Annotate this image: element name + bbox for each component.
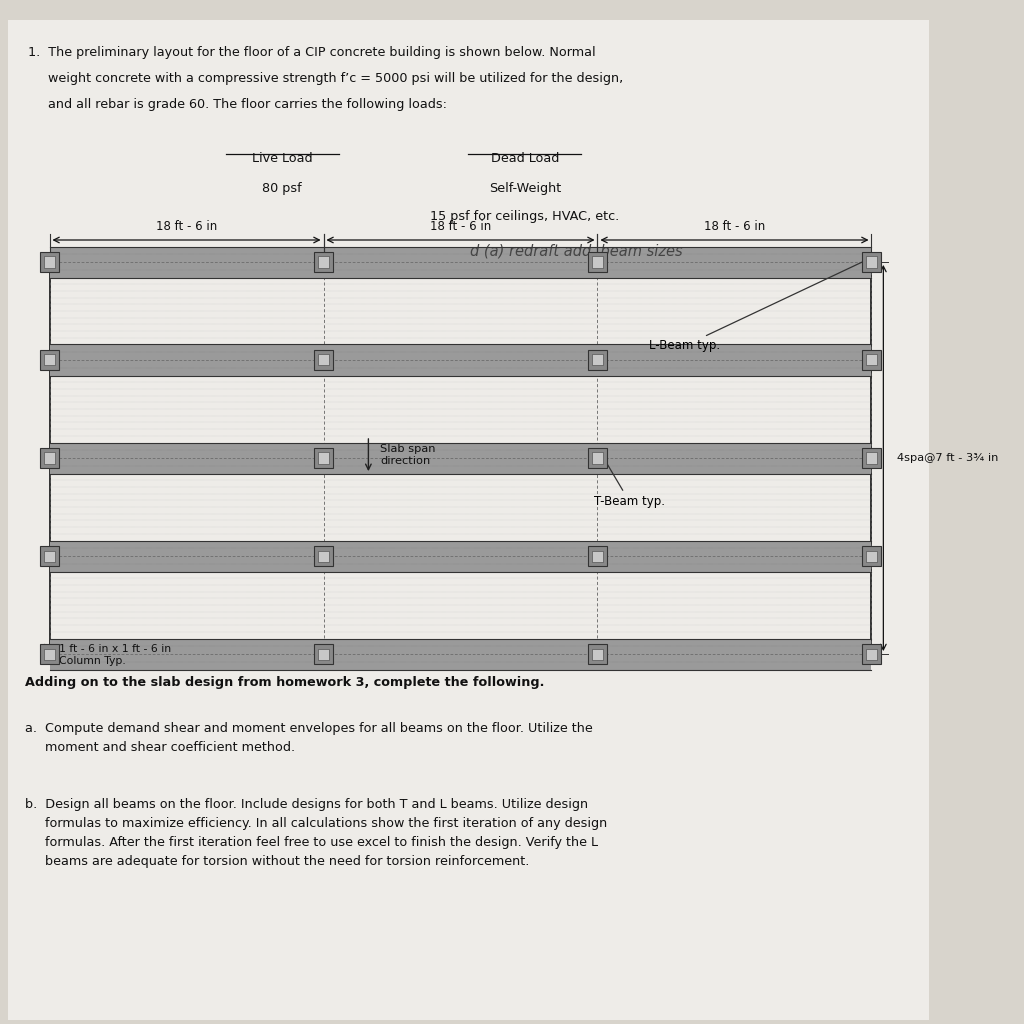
- Bar: [588, 350, 607, 370]
- Bar: [861, 644, 882, 664]
- Bar: [44, 551, 55, 561]
- Text: Self-Weight: Self-Weight: [488, 182, 561, 195]
- Bar: [588, 252, 607, 272]
- Text: b.  Design all beams on the floor. Include designs for both T and L beams. Utili: b. Design all beams on the floor. Includ…: [25, 798, 607, 868]
- Text: 1 ft - 6 in x 1 ft - 6 in
Column Typ.: 1 ft - 6 in x 1 ft - 6 in Column Typ.: [44, 644, 172, 666]
- Bar: [592, 354, 603, 366]
- Bar: [592, 256, 603, 267]
- Text: Adding on to the slab design from homework 3, complete the following.: Adding on to the slab design from homewo…: [25, 676, 544, 689]
- Bar: [44, 354, 55, 366]
- Bar: [49, 247, 871, 278]
- Text: 1.  The preliminary layout for the floor of a CIP concrete building is shown bel: 1. The preliminary layout for the floor …: [28, 46, 595, 59]
- Bar: [44, 648, 55, 659]
- Bar: [866, 256, 877, 267]
- Text: weight concrete with a compressive strength f’c = 5000 psi will be utilized for : weight concrete with a compressive stren…: [28, 72, 623, 85]
- Bar: [313, 644, 334, 664]
- Bar: [49, 541, 871, 571]
- Text: and all rebar is grade 60. The floor carries the following loads:: and all rebar is grade 60. The floor car…: [28, 98, 446, 111]
- Bar: [40, 252, 59, 272]
- Bar: [40, 350, 59, 370]
- Text: 18 ft - 6 in: 18 ft - 6 in: [156, 220, 217, 233]
- Bar: [861, 252, 882, 272]
- Bar: [592, 648, 603, 659]
- Text: 80 psf: 80 psf: [262, 182, 302, 195]
- Bar: [592, 453, 603, 464]
- Bar: [313, 350, 334, 370]
- Bar: [313, 449, 334, 468]
- Bar: [318, 648, 329, 659]
- Bar: [866, 551, 877, 561]
- Bar: [588, 644, 607, 664]
- Bar: [861, 546, 882, 566]
- Text: Slab span
direction: Slab span direction: [380, 444, 436, 466]
- Bar: [861, 449, 882, 468]
- Bar: [40, 546, 59, 566]
- Bar: [588, 449, 607, 468]
- Bar: [318, 551, 329, 561]
- Bar: [318, 354, 329, 366]
- Bar: [861, 350, 882, 370]
- Bar: [866, 453, 877, 464]
- Bar: [313, 546, 334, 566]
- Bar: [313, 252, 334, 272]
- Text: L-Beam typ.: L-Beam typ.: [648, 261, 864, 352]
- Text: Dead Load: Dead Load: [490, 152, 559, 165]
- Bar: [40, 449, 59, 468]
- Text: T-Beam typ.: T-Beam typ.: [594, 459, 666, 509]
- Text: a.  Compute demand shear and moment envelopes for all beams on the floor. Utiliz: a. Compute demand shear and moment envel…: [25, 722, 593, 754]
- Bar: [318, 256, 329, 267]
- Text: 4spa@7 ft - 3¾ in: 4spa@7 ft - 3¾ in: [897, 453, 998, 463]
- Bar: [49, 639, 871, 670]
- Text: Live Load: Live Load: [252, 152, 312, 165]
- Bar: [866, 648, 877, 659]
- Bar: [40, 644, 59, 664]
- Bar: [588, 546, 607, 566]
- Bar: [318, 453, 329, 464]
- Text: 18 ft - 6 in: 18 ft - 6 in: [430, 220, 492, 233]
- Text: d (a) redraft add  beam sizes: d (a) redraft add beam sizes: [470, 244, 683, 259]
- Bar: [592, 551, 603, 561]
- Text: 18 ft - 6 in: 18 ft - 6 in: [703, 220, 765, 233]
- Bar: [44, 256, 55, 267]
- Bar: [866, 354, 877, 366]
- Bar: [44, 453, 55, 464]
- Text: 15 psf for ceilings, HVAC, etc.: 15 psf for ceilings, HVAC, etc.: [430, 210, 620, 223]
- Bar: [49, 344, 871, 376]
- Bar: [49, 442, 871, 473]
